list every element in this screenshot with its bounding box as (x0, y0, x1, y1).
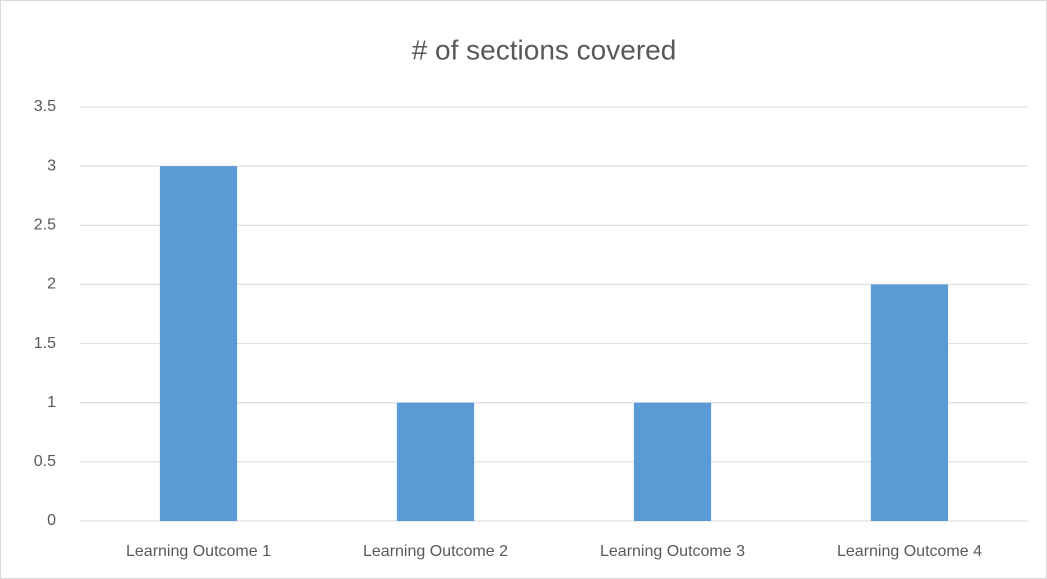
bar (633, 402, 712, 521)
bar (159, 166, 238, 521)
y-tick-label: 0.5 (34, 453, 56, 470)
bar (396, 402, 475, 521)
chart-title: # of sections covered (412, 34, 677, 65)
x-tick-label: Learning Outcome 1 (126, 543, 271, 560)
x-tick-label: Learning Outcome 2 (363, 543, 508, 560)
y-tick-label: 3.5 (34, 98, 56, 115)
y-tick-label: 3 (47, 157, 56, 174)
y-tick-label: 1 (47, 394, 56, 411)
y-tick-label: 2 (47, 276, 56, 293)
bar (870, 284, 949, 521)
x-tick-label: Learning Outcome 4 (837, 543, 982, 560)
y-tick-label: 2.5 (34, 217, 56, 234)
y-tick-label: 0 (47, 512, 56, 529)
y-tick-label: 1.5 (34, 335, 56, 352)
x-tick-label: Learning Outcome 3 (600, 543, 745, 560)
